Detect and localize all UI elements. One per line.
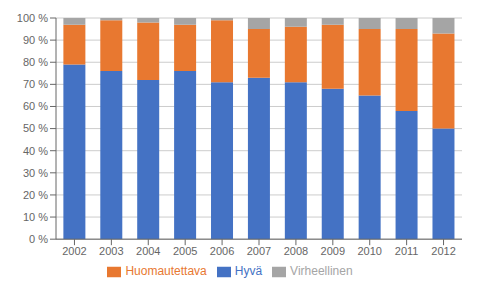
svg-text:2011: 2011 [395,245,419,257]
svg-text:2004: 2004 [136,245,160,257]
html-text:Virheellinen: Virheellinen [290,264,353,279]
html-text:Hyvä: Hyvä [234,264,263,279]
svg-text:2008: 2008 [284,245,308,257]
svg-text:20 %: 20 % [23,189,48,201]
svg-text:30 %: 30 % [23,167,48,179]
svg-text:50 %: 50 % [23,122,48,134]
svg-text:2002: 2002 [62,245,86,257]
svg-text:2010: 2010 [357,245,381,257]
svg-text:60 %: 60 % [23,100,48,112]
svg-text:70 %: 70 % [23,78,48,90]
html-text:Huomautettava: Huomautettava [125,264,207,279]
svg-text:0 %: 0 % [29,233,48,245]
svg-text:40 %: 40 % [23,145,48,157]
svg-text:80 %: 80 % [23,56,48,68]
svg-text:10 %: 10 % [23,211,48,223]
svg-text:2005: 2005 [173,245,197,257]
svg-text:2009: 2009 [321,245,345,257]
svg-text:2012: 2012 [431,245,455,257]
svg-text:2006: 2006 [210,245,234,257]
svg-text:2003: 2003 [99,245,123,257]
svg-text:2007: 2007 [247,245,271,257]
svg-text:100 %: 100 % [17,12,48,24]
svg-text:90 %: 90 % [23,34,48,46]
